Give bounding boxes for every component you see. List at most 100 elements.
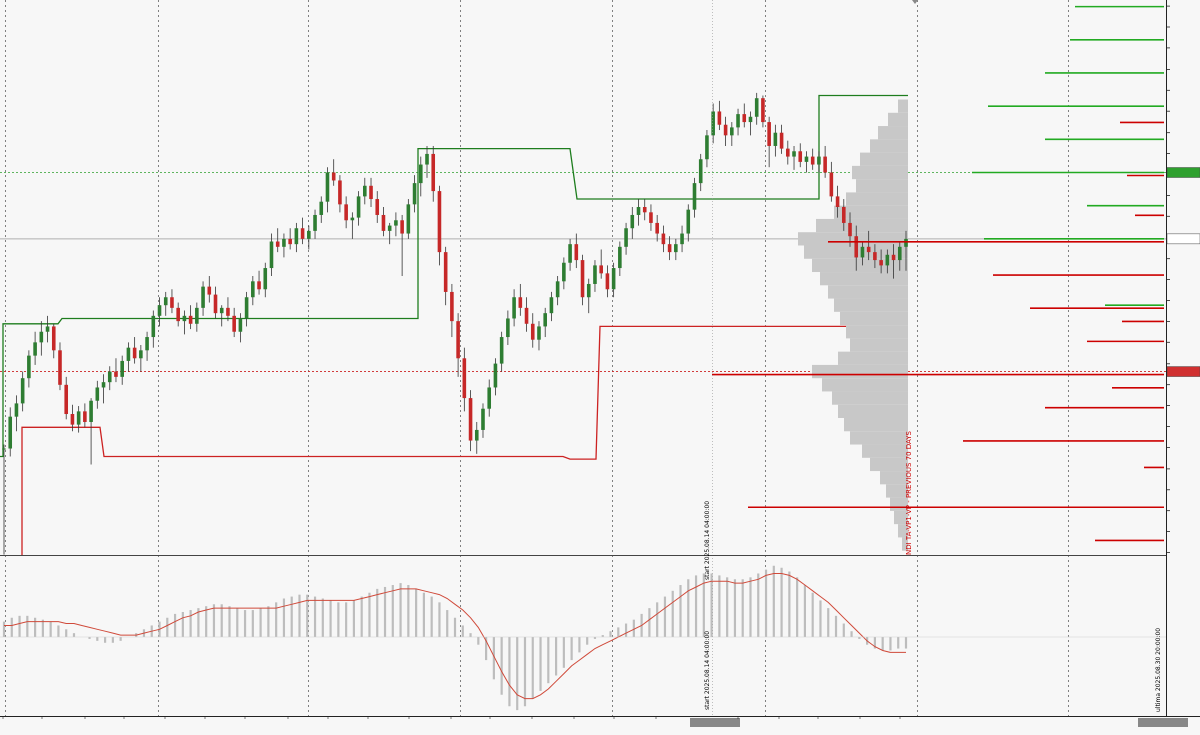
volume-profile-bar-27: [870, 457, 908, 472]
candle-body-21: [132, 347, 137, 359]
candle-body-87: [543, 313, 547, 327]
candle-body-47: [294, 228, 299, 245]
volume-profile-bar-33: [902, 537, 908, 551]
candle-body-129: [804, 156, 809, 162]
candle-body-5: [33, 342, 37, 356]
candle-body-88: [549, 297, 554, 314]
volume-profile-bar-17: [846, 325, 908, 339]
candle-body-92: [574, 244, 579, 261]
candle-body-13: [83, 411, 87, 422]
candle-body-24: [151, 315, 156, 338]
candle-body-64: [400, 220, 404, 234]
candle-body-31: [195, 307, 199, 324]
candle-body-95: [593, 265, 597, 284]
candle-body-82: [512, 297, 516, 319]
candle-body-26: [163, 297, 168, 306]
volume-profile-bar-28: [880, 471, 908, 485]
candle-body-62: [387, 225, 392, 231]
candle-body-65: [406, 204, 411, 234]
volume-profile-bar-6: [856, 179, 908, 193]
candle-body-54: [338, 180, 342, 205]
volume-profile-bar-21: [822, 378, 908, 392]
candle-body-77: [481, 408, 485, 430]
scroll-marker-icon[interactable]: [912, 0, 918, 4]
candle-body-97: [605, 273, 610, 290]
support-resistance-lines: [0, 94, 908, 556]
candle-body-117: [730, 127, 734, 136]
start-marker-label: start 2025.08.14 04:00:00: [704, 501, 711, 580]
candle-body-25: [157, 305, 162, 316]
volume-profile-bar-7: [846, 192, 908, 206]
candle-body-100: [624, 228, 628, 247]
candle-body-137: [854, 236, 859, 258]
candle-body-11: [70, 414, 75, 425]
candle-body-58: [363, 185, 367, 197]
volume-profile-bar-24: [844, 417, 908, 432]
candle-body-90: [562, 262, 566, 282]
candle-body-139: [866, 246, 871, 253]
ultima-marker-label: ultima 2025.08.30 20:00:00: [1155, 628, 1162, 712]
candle-body-55: [344, 204, 348, 221]
candle-body-0: [2, 448, 6, 450]
candle-body-8: [51, 326, 56, 351]
candle-body-78: [487, 387, 492, 409]
candle-body-135: [841, 207, 846, 223]
candle-body-71: [443, 252, 448, 292]
candle-body-102: [636, 207, 641, 215]
candle-body-111: [692, 183, 697, 210]
candle-body-131: [817, 156, 821, 165]
candle-body-127: [792, 151, 796, 157]
current-price-badge-bg: [1166, 233, 1200, 245]
candle-body-44: [275, 241, 280, 247]
candle-body-104: [649, 212, 653, 223]
candle-body-112: [698, 159, 703, 184]
candle-body-96: [599, 265, 603, 274]
volume-profile-bar-31: [894, 510, 908, 525]
candle-body-38: [238, 318, 243, 332]
candle-body-115: [717, 111, 722, 125]
candle-body-69: [431, 153, 436, 192]
candle-body-52: [325, 172, 330, 202]
candle-body-74: [462, 358, 467, 399]
candle-body-113: [705, 135, 709, 160]
volume-profile-bar-9: [816, 218, 908, 233]
candle-body-106: [661, 233, 666, 245]
candle-body-56: [350, 217, 355, 221]
candle-body-76: [474, 429, 479, 441]
candle-body-46: [288, 238, 292, 245]
volume-profile-bar-5: [852, 165, 908, 180]
resistance-step-line: [0, 94, 908, 458]
support-step-line: [21, 325, 908, 556]
candle-body-86: [537, 326, 541, 340]
candle-body-30: [188, 315, 193, 324]
candle-body-12: [76, 411, 81, 425]
candle-body-57: [356, 196, 361, 218]
volume-profile-bar-16: [840, 311, 908, 326]
volume-profile-bar-0: [898, 99, 908, 113]
volume-profile-bar-15: [834, 298, 908, 312]
time-end-highlight-bg: [1138, 718, 1188, 727]
candle-body-14: [89, 400, 93, 422]
candle-body-99: [618, 246, 622, 269]
volume-profile-bar-1: [888, 112, 908, 127]
volume-profile-bar-29: [886, 484, 908, 498]
candle-body-48: [300, 228, 305, 239]
volume-profile-bar-23: [838, 404, 908, 418]
candle-body-126: [786, 148, 790, 157]
candle-body-51: [319, 201, 324, 215]
candle-body-107: [667, 244, 672, 253]
candle-body-15: [95, 387, 100, 401]
level-6300-badge-bg: [1166, 366, 1200, 377]
candle-body-79: [493, 363, 498, 388]
candle-body-3: [20, 378, 25, 404]
candle-body-142: [885, 254, 890, 266]
candle-body-128: [798, 151, 803, 162]
volume-profile-bar-10: [798, 232, 908, 246]
candle-body-143: [891, 254, 896, 261]
candle-body-109: [680, 233, 684, 245]
candle-body-29: [182, 315, 187, 322]
candle-body-34: [213, 294, 218, 314]
candle-body-130: [810, 156, 815, 165]
